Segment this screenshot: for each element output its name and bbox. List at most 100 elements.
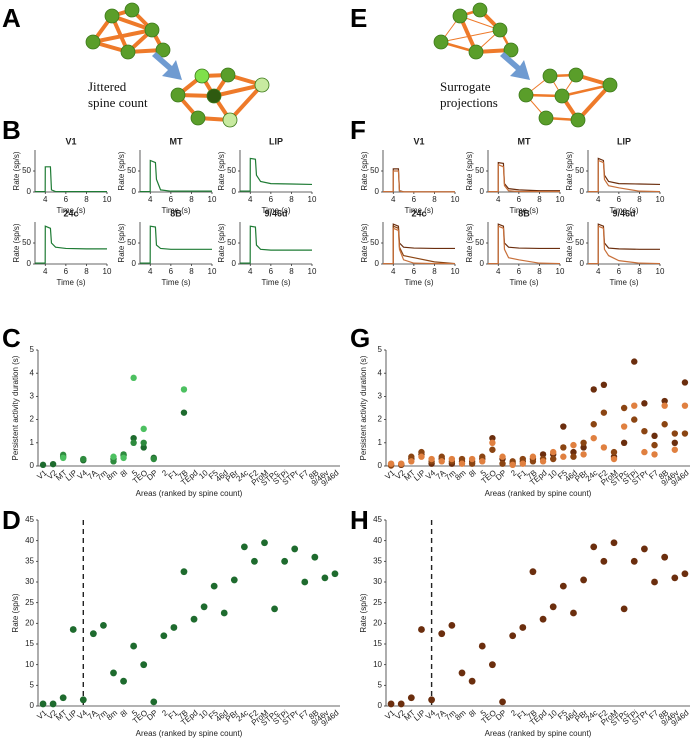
dot [580,444,587,451]
dot [519,624,527,631]
x-tick-label: 6 [617,195,622,204]
dot [210,582,218,590]
y-tick-label: 0 [378,461,383,470]
dot [458,460,466,467]
panel-letter: D [2,505,21,535]
y-tick-label: 3 [378,392,383,401]
x-tick-label: 8 [637,267,642,276]
x-tick-label: 2 [160,468,170,478]
dot [651,578,658,586]
x-axis-label: Areas (ranked by spine count) [136,489,243,498]
network-node [568,67,584,83]
dot [150,698,158,706]
dot [661,402,668,409]
network-edge [92,28,153,44]
x-tick-label: 8l [119,468,130,479]
dot [170,624,178,631]
dot [631,416,638,423]
dot [631,358,638,365]
chart-title: LIP [269,136,283,146]
y-tick-label: 15 [373,639,382,648]
network-node [220,67,236,83]
x-axis-label: Time (s) [56,206,85,215]
dot [519,455,526,463]
y-tick-label: 50 [22,166,31,175]
x-tick-label: 8 [84,195,89,204]
y-tick-label: 35 [373,556,382,565]
y-axis-label: Rate (sp/s) [360,151,369,190]
x-tick-label: 8 [432,195,437,204]
diagram-caption: Jittered [88,79,127,94]
y-tick-label: 50 [227,166,236,175]
dot [110,458,117,465]
dot [499,460,506,467]
y-tick-label: 4 [378,368,383,377]
dot [49,460,57,468]
dot [489,434,496,442]
dot [301,578,309,586]
panel-letter: H [350,505,369,535]
dot [89,630,97,638]
dot [49,700,57,708]
dot [539,458,547,465]
chart-title: MT [170,136,183,146]
trace [383,227,455,265]
x-tick-label: 5 [130,468,140,478]
x-axis-label: Time (s) [509,278,538,287]
x-axis-label: Time (s) [609,206,638,215]
y-tick-label: 15 [25,639,34,648]
y-tick-label: 0 [30,701,35,710]
x-tick-label: DP [145,708,159,722]
network-node [518,87,534,103]
network-node [190,110,206,126]
dot [631,402,638,409]
y-axis-label: Rate (sp/s) [359,593,368,632]
y-tick-label: 45 [373,515,382,524]
dot [130,374,137,382]
dot [580,451,587,458]
dot [570,448,577,456]
dot [438,630,446,638]
x-tick-label: 8l [119,708,130,719]
dot [180,386,188,393]
chart-title: LIP [617,136,631,146]
dot [681,430,689,437]
x-tick-label: 4 [148,195,153,204]
y-axis-label: Rate (sp/s) [12,223,21,262]
dot [140,661,148,669]
dot [140,444,147,451]
dot [641,448,648,456]
trace [240,225,312,264]
dot [661,553,669,561]
panel-letter: G [350,323,370,353]
network-node [503,42,519,58]
x-tick-label: 6 [169,267,174,276]
y-axis-label: Rate (sp/s) [12,151,21,190]
y-tick-label: 50 [127,238,136,247]
dot [331,570,339,578]
network-edge [440,29,501,43]
y-tick-label: 5 [378,680,383,689]
x-tick-label: 10 [656,267,665,276]
x-tick-label: 6 [412,195,417,204]
y-tick-label: 30 [25,577,34,586]
dot [590,386,597,393]
y-tick-label: 45 [25,515,34,524]
dot [458,669,466,677]
y-tick-label: 0 [132,187,137,196]
y-tick-label: 0 [30,461,35,470]
x-tick-label: DP [494,708,508,722]
y-tick-label: 50 [22,238,31,247]
y-tick-label: 1 [30,438,35,447]
panel-letter: A [2,3,21,33]
x-axis-label: Time (s) [261,278,290,287]
diagram-caption: spine count [88,95,148,110]
y-tick-label: 50 [227,238,236,247]
dot [418,453,425,460]
x-tick-label: 10 [451,267,460,276]
dot [418,448,425,456]
dot [641,400,648,407]
dot [160,632,168,640]
dot [651,451,658,458]
